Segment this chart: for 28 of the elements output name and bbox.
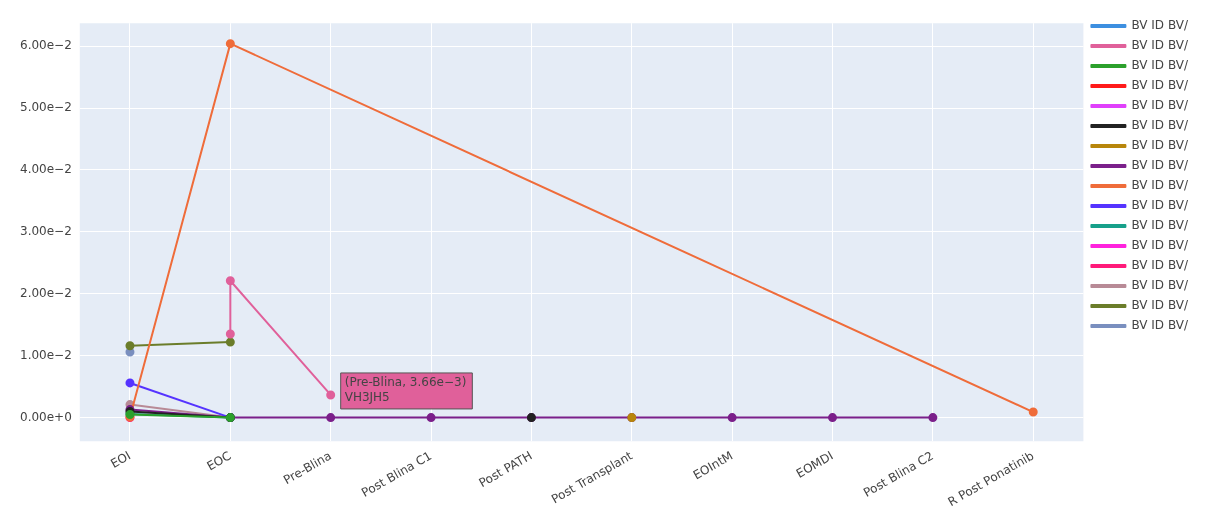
legend-label: BV ID BV/ (1131, 198, 1189, 213)
x-tick-label: EOI (108, 448, 134, 471)
legend-label: BV ID BV/ (1131, 118, 1189, 133)
x-tick-label: Post Blina C2 (860, 448, 936, 500)
legend-label: BV ID BV/ (1131, 318, 1189, 333)
y-tick-label: 6.00e−2 (19, 38, 72, 53)
y-tick-label: 2.00e−2 (19, 285, 72, 300)
legend-label: BV ID BV/ (1131, 18, 1189, 33)
legend-label: BV ID BV/ (1131, 98, 1189, 113)
legend-label: BV ID BV/ (1131, 58, 1189, 73)
legend-label: BV ID BV/ (1131, 158, 1189, 173)
legend-label: BV ID BV/ (1131, 258, 1189, 273)
y-tick-label: 1.00e−2 (19, 347, 72, 362)
annotation: (Pre-Blina, 3.66e−3) VH3JH5 (344, 375, 467, 405)
x-tick-label: EOC (204, 448, 234, 474)
legend-label: BV ID BV/ (1131, 138, 1189, 153)
legend-label: BV ID BV/ (1131, 78, 1189, 93)
legend-label: BV ID BV/ (1131, 218, 1189, 233)
y-tick-label: 3.00e−2 (19, 223, 72, 238)
legend-label: BV ID BV/ (1131, 178, 1189, 193)
legend-label: BV ID BV/ (1131, 278, 1189, 293)
x-tick-label: Post Blina C1 (359, 448, 435, 500)
y-tick-label: 0.00e+0 (19, 409, 72, 424)
y-tick-label: 5.00e−2 (19, 100, 72, 115)
legend-label: BV ID BV/ (1131, 238, 1189, 253)
y-tick-label: 4.00e−2 (19, 162, 72, 177)
legend-label: BV ID BV/ (1131, 298, 1189, 313)
legend-label: BV ID BV/ (1131, 38, 1189, 53)
